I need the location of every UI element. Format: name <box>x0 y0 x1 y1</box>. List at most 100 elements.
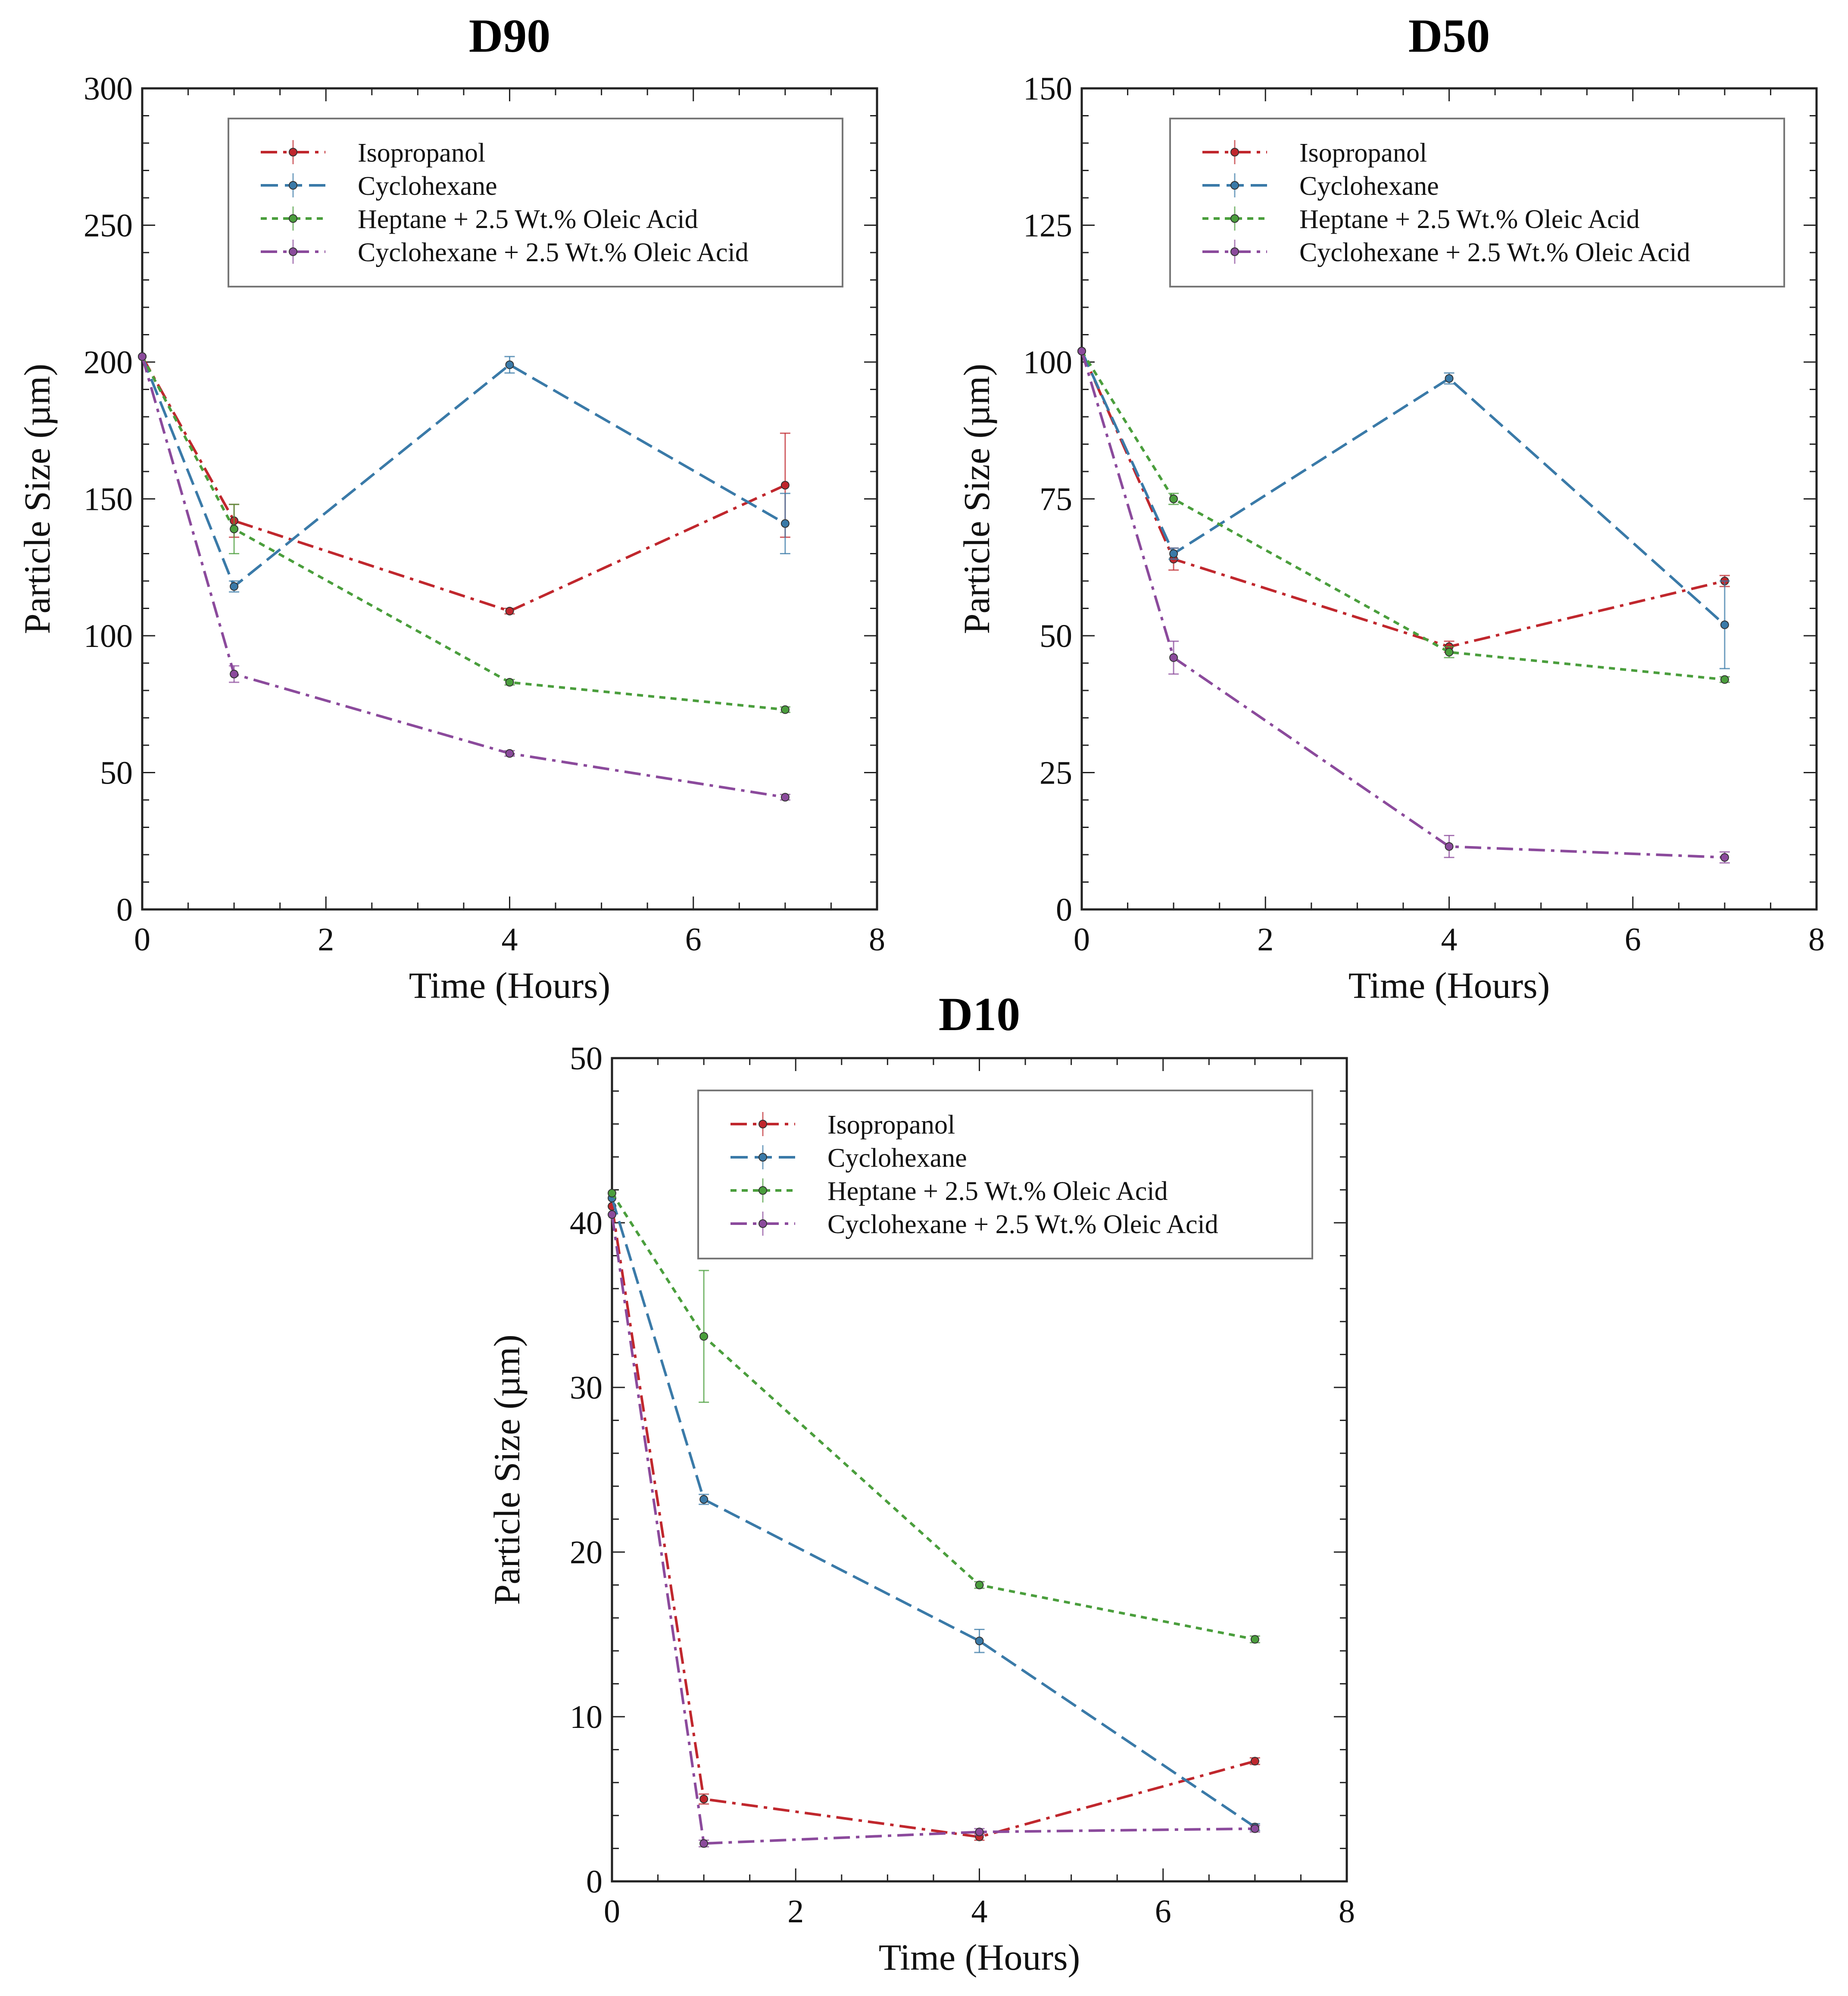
legend-swatch-marker <box>289 148 297 156</box>
legend-label: Cyclohexane <box>1299 172 1439 201</box>
legend-label: Isopropanol <box>827 1110 955 1140</box>
series-heptane-2-5-wt-oleic-acid <box>138 352 790 714</box>
data-point <box>608 1210 616 1219</box>
data-point <box>699 1332 709 1341</box>
series-line <box>611 1214 1255 1845</box>
y-tick-label: 150 <box>1023 71 1072 107</box>
data-point <box>1720 853 1729 862</box>
legend-swatch-marker <box>1230 148 1239 156</box>
data-point <box>1720 675 1729 684</box>
x-tick-label: 4 <box>1441 921 1458 958</box>
data-point <box>780 519 790 528</box>
series-line <box>1080 350 1725 681</box>
legend-swatch-marker <box>759 1219 767 1228</box>
series-line <box>1080 350 1726 626</box>
y-tick-label: 300 <box>84 71 133 107</box>
data-point <box>505 606 514 615</box>
y-tick-label: 40 <box>570 1205 602 1241</box>
legend-entry: Isopropanol <box>261 138 485 168</box>
x-tick-label: 2 <box>318 921 334 958</box>
legend-swatch-marker <box>289 181 297 190</box>
data-point <box>1445 842 1454 851</box>
legend-label: Heptane + 2.5 Wt.% Oleic Acid <box>827 1177 1168 1206</box>
legend-swatch-marker <box>1230 181 1239 190</box>
legend-entry: Isopropanol <box>1202 138 1427 168</box>
y-tick-label: 10 <box>570 1699 602 1735</box>
x-tick-label: 2 <box>1257 921 1274 958</box>
series-line <box>1080 350 1725 859</box>
y-axis-label: Particle Size (µm) <box>486 1334 528 1605</box>
data-point <box>1720 620 1729 629</box>
series-isopropanol <box>608 1202 1260 1841</box>
legend-swatch-marker <box>289 214 297 223</box>
data-point <box>1169 549 1178 558</box>
series-line <box>141 356 786 589</box>
chart-d50: D50 0 2 4 6 8 0 25 50 75 100 125 150 Time (Hours) Part… <box>956 9 1825 1006</box>
data-point <box>138 352 147 361</box>
legend-entry: Heptane + 2.5 Wt.% Oleic Acid <box>1202 205 1640 234</box>
x-tick-label: 4 <box>502 921 518 958</box>
data-point <box>975 1581 984 1590</box>
legend-swatch-marker <box>1230 247 1239 256</box>
legend-swatch-marker <box>759 1120 767 1128</box>
data-point <box>699 1795 709 1803</box>
data-point <box>975 1637 984 1646</box>
legend-label: Isopropanol <box>358 138 485 168</box>
series-line <box>141 356 786 799</box>
data-point <box>1250 1824 1259 1833</box>
y-axis-label: Particle Size (µm) <box>16 364 58 634</box>
x-tick-label: 6 <box>685 921 702 958</box>
data-point <box>230 669 239 678</box>
y-tick-label: 200 <box>84 344 133 381</box>
y-tick-label: 50 <box>1040 618 1072 654</box>
legend-entry: Cyclohexane <box>261 172 497 201</box>
x-tick-label: 6 <box>1155 1893 1171 1930</box>
data-point <box>1445 374 1454 383</box>
legend-label: Cyclohexane + 2.5 Wt.% Oleic Acid <box>827 1210 1218 1239</box>
chart-title: D10 <box>939 988 1020 1040</box>
legend-entry: Cyclohexane + 2.5 Wt.% Oleic Acid <box>1202 238 1690 267</box>
series-heptane-2-5-wt-oleic-acid <box>608 1189 1260 1644</box>
data-point <box>1169 494 1178 503</box>
series-line <box>611 1206 1255 1838</box>
series-cyclohexane-2-5-wt-oleic-acid <box>1077 347 1730 864</box>
legend-label: Cyclohexane <box>827 1143 967 1173</box>
chart-title: D50 <box>1408 9 1490 62</box>
data-point <box>608 1189 616 1198</box>
legend-label: Cyclohexane <box>358 172 497 201</box>
y-tick-label: 25 <box>1040 755 1072 791</box>
legend-entry: Cyclohexane <box>1202 172 1439 201</box>
y-tick-label: 100 <box>84 618 133 654</box>
data-point <box>780 481 790 490</box>
data-point <box>1250 1757 1259 1766</box>
data-point <box>1077 347 1086 356</box>
series-cyclohexane-2-5-wt-oleic-acid <box>608 1210 1260 1848</box>
series-line <box>141 356 786 711</box>
y-tick-label: 150 <box>84 481 133 518</box>
y-tick-label: 20 <box>570 1534 602 1571</box>
legend-entry: Cyclohexane + 2.5 Wt.% Oleic Acid <box>730 1210 1218 1239</box>
y-tick-label: 30 <box>570 1370 602 1406</box>
data-point <box>1445 648 1454 657</box>
x-tick-label: 8 <box>869 921 885 958</box>
y-tick-label: 250 <box>84 208 133 244</box>
y-tick-label: 0 <box>116 892 133 928</box>
data-point <box>699 1839 709 1848</box>
x-tick-label: 0 <box>1074 921 1090 958</box>
y-tick-label: 50 <box>100 755 133 791</box>
series-cyclohexane-2-5-wt-oleic-acid <box>138 352 790 802</box>
data-point <box>230 582 239 591</box>
series-cyclohexane <box>1077 347 1730 669</box>
legend-swatch-marker <box>1230 214 1239 223</box>
x-axis-label: Time (Hours) <box>879 1937 1080 1978</box>
series-isopropanol <box>138 352 790 615</box>
data-point <box>699 1495 709 1504</box>
data-point <box>975 1827 984 1837</box>
y-tick-label: 125 <box>1023 208 1072 244</box>
legend-swatch-marker <box>759 1186 767 1195</box>
chart-d10: D10 0 2 4 6 8 0 10 20 30 40 50 Time (Hours) Particle … <box>486 988 1355 1978</box>
data-point <box>505 678 514 687</box>
legend-swatch-marker <box>289 247 297 256</box>
